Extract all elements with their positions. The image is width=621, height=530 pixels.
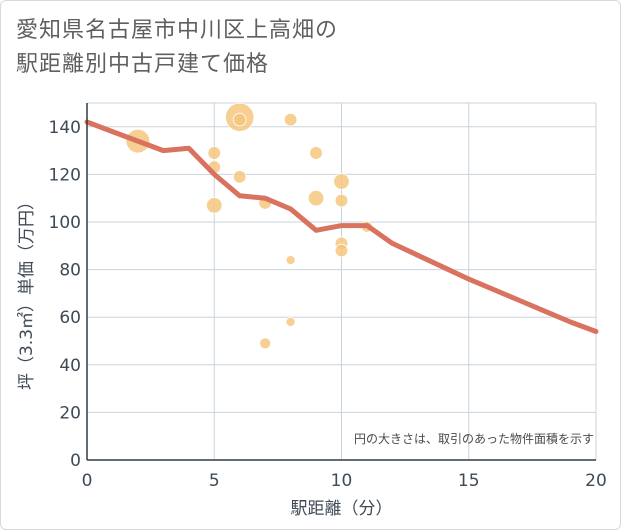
y-tick-label: 0: [70, 451, 81, 471]
x-tick-label: 15: [458, 471, 480, 491]
y-tick-label: 40: [59, 356, 81, 376]
x-tick-label: 5: [209, 471, 220, 491]
y-tick-label: 20: [59, 403, 81, 423]
chart-title-line-2: 駅距離別中古戸建て価格: [16, 52, 270, 77]
bubble-point[interactable]: [334, 243, 349, 258]
bubble-point[interactable]: [259, 337, 272, 350]
bubble-point[interactable]: [232, 112, 247, 127]
bubble-point[interactable]: [307, 190, 325, 207]
bubble-point[interactable]: [207, 146, 222, 160]
x-tick-label: 0: [82, 471, 93, 491]
y-tick-label: 80: [59, 261, 81, 281]
y-tick-label: 100: [49, 213, 81, 233]
bubble-point[interactable]: [333, 173, 350, 190]
x-axis-label: 駅距離（分）: [291, 499, 393, 519]
bubble-point[interactable]: [206, 197, 223, 214]
bubble-point[interactable]: [285, 317, 296, 327]
bubble-point[interactable]: [334, 193, 349, 208]
chart-title-line-1: 愛知県名古屋市中川区上高畑の: [16, 18, 339, 43]
axes: [86, 103, 596, 461]
y-axis-label: 坪（3.3㎡）単価（万円）: [17, 193, 37, 390]
y-tick-label: 60: [59, 308, 81, 328]
trend-line: [84, 119, 599, 334]
bubble-point[interactable]: [285, 255, 296, 265]
bubble-point[interactable]: [283, 112, 298, 127]
bubble-point[interactable]: [309, 146, 323, 160]
bubble-point[interactable]: [232, 170, 247, 184]
y-tick-label: 120: [49, 165, 81, 185]
size-note: 円の大きさは、取引のあった物件面積を示す: [354, 431, 594, 446]
x-tick-label: 20: [585, 471, 607, 491]
chart-title: 愛知県名古屋市中川区上高畑の 駅距離別中古戸建て価格: [16, 14, 338, 82]
tick-labels: 0 20 40 60 80 100 120 140 0 5 10 15 20: [49, 118, 607, 491]
y-tick-label: 140: [49, 118, 81, 138]
x-tick-label: 10: [331, 471, 353, 491]
